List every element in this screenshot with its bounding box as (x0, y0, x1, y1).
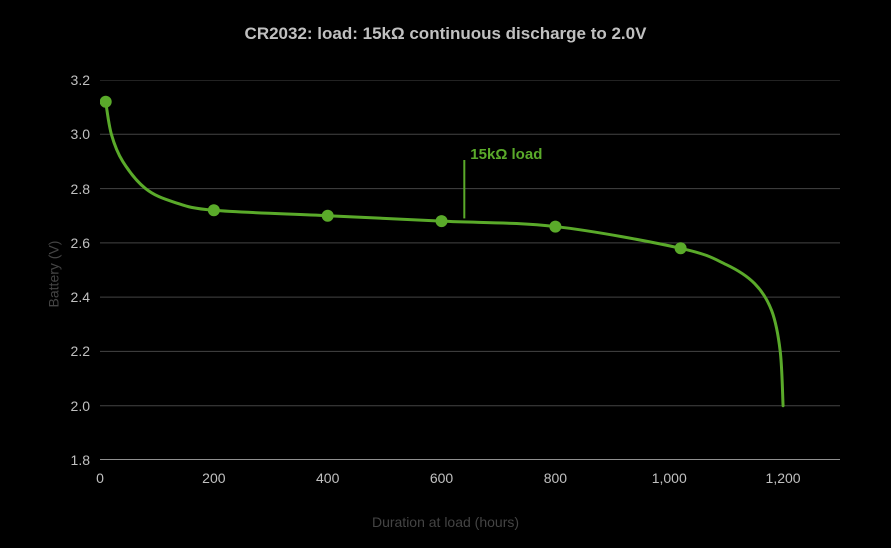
x-tick-label: 800 (544, 470, 567, 486)
y-tick-label: 2.2 (50, 343, 90, 359)
series-marker (436, 215, 448, 227)
y-tick-label: 3.0 (50, 126, 90, 142)
x-tick-label: 0 (96, 470, 104, 486)
y-tick-label: 2.6 (50, 235, 90, 251)
series-marker (208, 204, 220, 216)
series-marker (675, 242, 687, 254)
chart-title: CR2032: load: 15kΩ continuous discharge … (0, 24, 891, 44)
plot-area (100, 80, 840, 460)
x-tick-label: 200 (202, 470, 225, 486)
y-tick-label: 2.4 (50, 289, 90, 305)
y-tick-label: 2.0 (50, 398, 90, 414)
chart-container: CR2032: load: 15kΩ continuous discharge … (0, 0, 891, 548)
x-tick-label: 400 (316, 470, 339, 486)
series-marker (322, 210, 334, 222)
x-tick-label: 1,200 (766, 470, 801, 486)
y-tick-label: 3.2 (50, 72, 90, 88)
x-axis-label: Duration at load (hours) (0, 514, 891, 530)
y-tick-label: 2.8 (50, 181, 90, 197)
series-marker (549, 221, 561, 233)
series-legend-label: 15kΩ load (470, 146, 542, 163)
x-tick-label: 1,000 (652, 470, 687, 486)
y-tick-label: 1.8 (50, 452, 90, 468)
series-marker (100, 96, 112, 108)
x-tick-label: 600 (430, 470, 453, 486)
